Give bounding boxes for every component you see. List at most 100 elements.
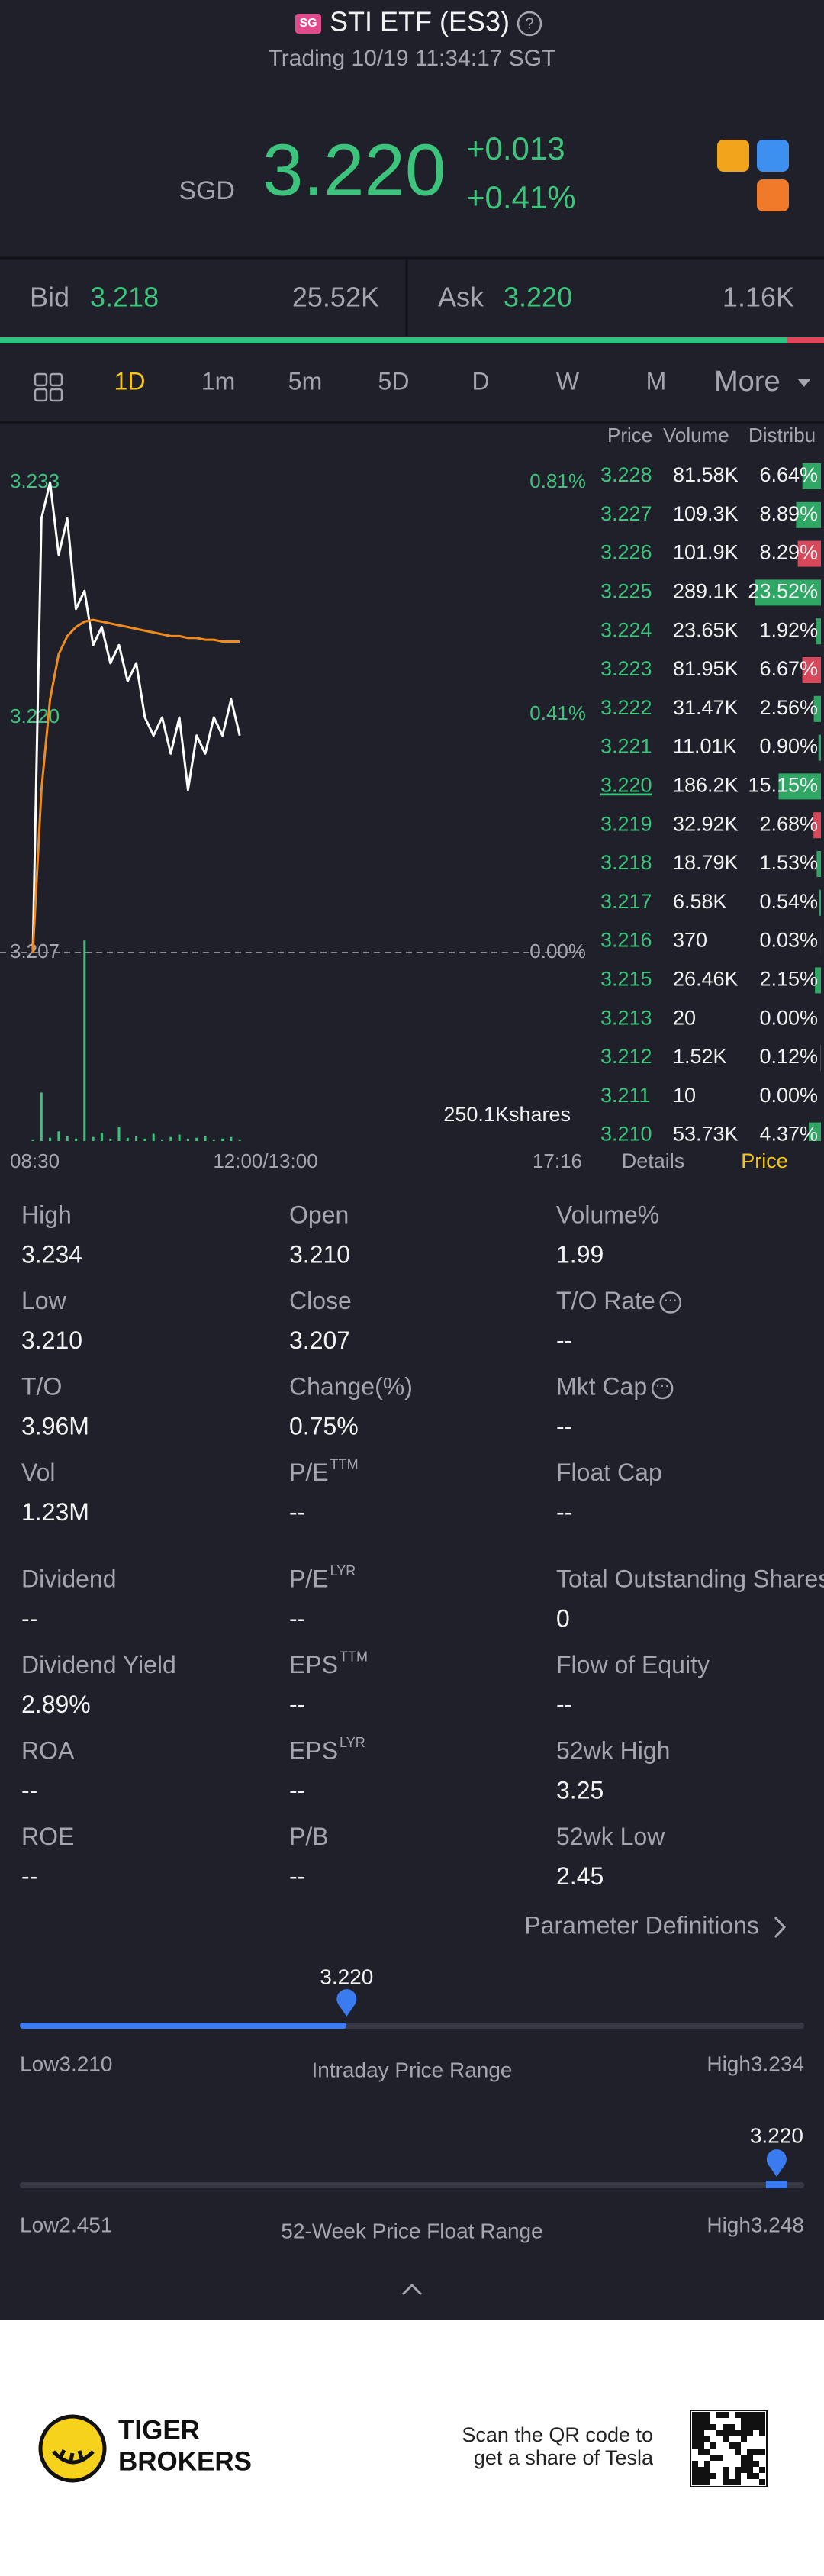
volume-bar (169, 1136, 172, 1141)
stat-label: T/O Rate (556, 1287, 655, 1314)
volume-bar (57, 1131, 60, 1141)
stat-value: 0.75% (289, 1412, 359, 1440)
help-icon[interactable] (517, 11, 542, 37)
distribution-bar (818, 734, 821, 761)
qr-module (723, 2473, 729, 2479)
qr-module (704, 2461, 710, 2467)
stat-label: Total Outstanding Shares (556, 1565, 824, 1592)
info-icon[interactable] (659, 1291, 682, 1314)
stat-value: 3.25 (556, 1776, 604, 1804)
stat-value: 1.99 (556, 1240, 604, 1268)
qr-module (741, 2418, 747, 2424)
timeframe-tab[interactable]: D (472, 367, 489, 395)
qr-module (741, 2430, 747, 2436)
stat-label: Low (21, 1287, 67, 1314)
price-line (31, 481, 241, 953)
row-volume: 6.58K (673, 890, 727, 913)
distribution-bar (813, 812, 821, 839)
panel-tab[interactable]: Price (741, 1149, 788, 1172)
row-price: 3.227 (600, 502, 652, 525)
qr-module (692, 2473, 698, 2479)
change-percent: +0.41% (466, 179, 576, 215)
market-badge (295, 14, 321, 34)
timeframe-tab[interactable]: 1D (114, 367, 146, 395)
volume-bar (212, 1139, 215, 1141)
distribution-bar (802, 657, 821, 683)
range-title: Intraday Price Range (311, 2058, 512, 2081)
volume-bar (230, 1136, 233, 1141)
bid-label: Bid (30, 282, 69, 313)
row-price: 3.224 (600, 618, 652, 641)
parameter-definitions-link[interactable]: Parameter Definitions (524, 1911, 759, 1939)
qr-module (692, 2442, 698, 2449)
range-high-label: High3.234 (707, 2052, 804, 2075)
qr-module (710, 2473, 716, 2479)
stat-label: ROA (21, 1736, 75, 1764)
range-high-label: High3.248 (707, 2213, 804, 2236)
layout-icon[interactable] (34, 388, 48, 402)
table-header: Price (607, 424, 652, 447)
qr-module (698, 2467, 704, 2473)
qr-module (723, 2436, 729, 2442)
volume-bar (92, 1136, 95, 1141)
row-distribution: 2.56% (759, 696, 818, 719)
qr-module (747, 2473, 753, 2479)
collapse-chevron[interactable] (401, 2283, 423, 2296)
distribution-bar (813, 695, 821, 722)
volume-bar (152, 1133, 155, 1141)
qr-module (747, 2467, 753, 2473)
qr-module (759, 2418, 765, 2424)
timeframe-tab[interactable]: More (714, 366, 781, 398)
panel-tab[interactable]: Details (622, 1149, 685, 1172)
icon-s (717, 140, 749, 172)
stat-label: P/E (289, 1459, 329, 1486)
promo-text: get a share of Tesla (474, 2446, 654, 2469)
qr-module (735, 2442, 741, 2449)
timeframe-tab[interactable]: 5D (378, 367, 410, 395)
row-distribution: 15.15% (748, 774, 818, 797)
volume-bar (186, 1138, 189, 1141)
layout-icon[interactable] (34, 372, 48, 387)
stat-value: -- (556, 1691, 572, 1718)
layout-icon[interactable] (49, 388, 63, 402)
qr-module (704, 2436, 710, 2442)
row-price: 3.218 (600, 851, 652, 874)
x-axis-label: 12:00/13:00 (213, 1149, 317, 1172)
stat-value: -- (289, 1776, 305, 1804)
qr-module (741, 2455, 747, 2461)
timeframe-tab[interactable]: M (646, 367, 667, 395)
volume-bar (126, 1137, 129, 1141)
timeframe-tab[interactable]: 1m (201, 367, 235, 395)
qr-module (735, 2430, 741, 2436)
stat-label: Float Cap (556, 1459, 662, 1486)
price-distribution-table: 3.228 81.58K 6.64%3.227 109.3K 8.89%3.226 101… (600, 463, 821, 1146)
stat-value: 2.89% (21, 1691, 91, 1718)
volume-bar (66, 1136, 69, 1141)
qr-module (753, 2461, 759, 2467)
x-axis-label: 08:30 (10, 1149, 60, 1172)
qr-module (735, 2412, 741, 2418)
layout-icon[interactable] (49, 372, 63, 387)
stat-value: -- (21, 1776, 37, 1804)
volume-bar (109, 1138, 112, 1141)
qr-module (723, 2467, 729, 2473)
timeframe-tab[interactable]: 5m (288, 367, 322, 395)
info-icon[interactable] (651, 1377, 674, 1400)
background (0, 0, 824, 2320)
timeframe-tab[interactable]: W (556, 367, 580, 395)
qr-module (716, 2430, 723, 2436)
row-price: 3.225 (600, 580, 652, 603)
row-price: 3.221 (600, 735, 652, 758)
qr-module (741, 2424, 747, 2430)
qr-module (759, 2412, 765, 2418)
ask-price: 3.220 (504, 282, 572, 313)
qr-module (753, 2424, 759, 2430)
row-volume: 18.79K (673, 851, 739, 874)
qr-module (759, 2424, 765, 2430)
row-volume: 26.46K (673, 968, 739, 991)
currency: SGD (179, 176, 235, 205)
row-price: 3.210 (600, 1123, 652, 1146)
qr-module (747, 2412, 753, 2418)
qr-module (729, 2424, 735, 2430)
row-volume: 289.1K (673, 580, 739, 603)
